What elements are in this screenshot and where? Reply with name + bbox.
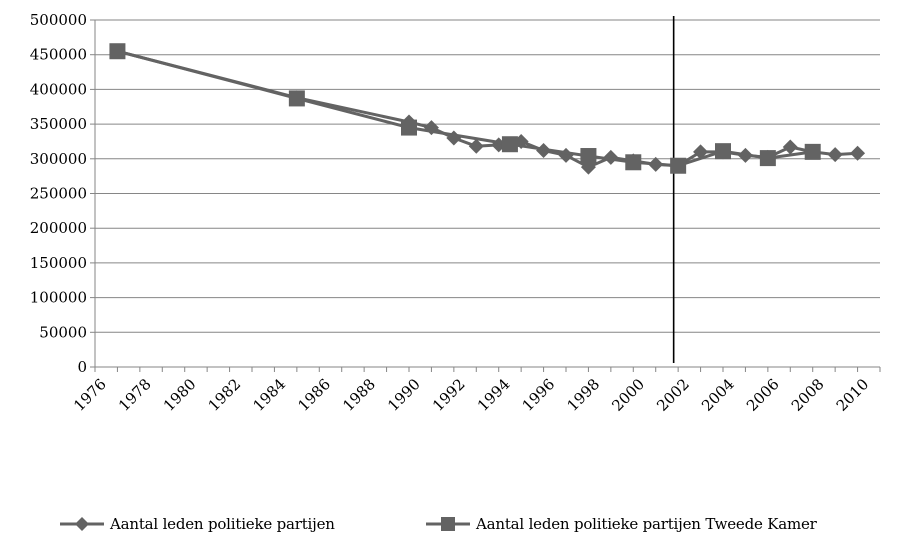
data-point-diamond — [468, 138, 484, 154]
x-tick-label: 2004 — [698, 375, 738, 415]
data-point-square — [759, 150, 776, 167]
x-tick-label: 1990 — [384, 375, 424, 415]
y-tick-label: 350000 — [30, 115, 87, 133]
y-tick-labels: 0 50000 100000 150000 200000 250000 300000 3500… — [30, 11, 87, 376]
x-tick-label: 1986 — [294, 375, 334, 415]
data-point-square — [670, 157, 687, 174]
y-tick-label: 200000 — [30, 219, 87, 237]
data-point-square — [715, 143, 731, 160]
data-point-diamond — [782, 139, 798, 155]
legend: Aantal leden politieke partijen Aantal l… — [0, 510, 897, 540]
series-line — [117, 49, 813, 168]
data-point-diamond — [850, 145, 866, 161]
y-tick-label: 150000 — [30, 254, 87, 272]
x-tick-label: 1980 — [160, 375, 200, 415]
data-point-square — [401, 119, 417, 136]
legend-label-tweede-kamer: Aantal leden politieke partijen Tweede K… — [476, 515, 817, 533]
x-tick-labels: 1976 1978 1980 1982 1984 1986 1988 1990 1992 1994… — [70, 375, 872, 415]
legend-diamond-marker — [60, 517, 104, 531]
data-point-square — [288, 90, 305, 107]
x-tick-label: 1994 — [474, 375, 514, 415]
x-tick-label: 1978 — [115, 375, 155, 415]
data-point-diamond — [558, 147, 574, 163]
data-point-square — [109, 43, 126, 60]
axes — [90, 19, 881, 372]
y-tick-label: 450000 — [30, 46, 87, 64]
x-tick-label: 1996 — [519, 375, 559, 415]
y-tick-label: 300000 — [30, 150, 87, 168]
x-tick-label: 1992 — [429, 375, 469, 415]
data-point-square — [580, 148, 597, 165]
data-point-diamond — [693, 144, 709, 160]
y-tick-label: 0 — [77, 358, 87, 376]
series-group — [109, 43, 866, 175]
data-point-diamond — [827, 147, 843, 163]
y-tick-label: 50000 — [39, 323, 87, 341]
y-tick-label: 400000 — [30, 80, 87, 98]
legend-item-tweede-kamer: Aantal leden politieke partijen Tweede K… — [424, 510, 817, 538]
series-1 — [109, 43, 821, 174]
x-tick-label: 1976 — [70, 375, 110, 415]
legend-label-leden: Aantal leden politieke partijen — [110, 515, 335, 533]
data-point-square — [625, 154, 642, 171]
legend-item-leden: Aantal leden politieke partijen — [58, 510, 335, 538]
line-chart: 0 50000 100000 150000 200000 250000 300000 3500… — [30, 11, 881, 415]
gridlines — [95, 19, 880, 333]
data-point-diamond — [423, 120, 439, 136]
x-tick-label: 1998 — [564, 375, 604, 415]
x-tick-label: 2002 — [653, 375, 693, 415]
data-point-square — [501, 136, 518, 153]
y-tick-label: 100000 — [30, 289, 87, 307]
x-tick-label: 2010 — [833, 375, 873, 415]
y-tick-label: 250000 — [30, 185, 87, 203]
x-tick-label: 1984 — [250, 375, 290, 415]
x-tick-label: 2000 — [608, 375, 648, 415]
x-tick-label: 2006 — [743, 375, 783, 415]
x-tick-label: 1988 — [339, 375, 379, 415]
y-tick-label: 500000 — [30, 11, 87, 29]
data-point-square — [804, 143, 821, 160]
x-tick-label: 1982 — [205, 375, 245, 415]
legend-square-marker — [426, 517, 470, 531]
x-tick-label: 2008 — [788, 375, 828, 415]
